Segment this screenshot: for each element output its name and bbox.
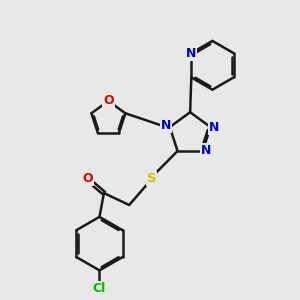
Text: N: N bbox=[201, 145, 211, 158]
Text: N: N bbox=[161, 119, 171, 132]
Text: O: O bbox=[103, 94, 114, 107]
Text: Cl: Cl bbox=[93, 282, 106, 295]
Text: N: N bbox=[186, 46, 196, 60]
Text: S: S bbox=[147, 172, 156, 185]
Text: N: N bbox=[209, 121, 219, 134]
Text: O: O bbox=[82, 172, 93, 185]
